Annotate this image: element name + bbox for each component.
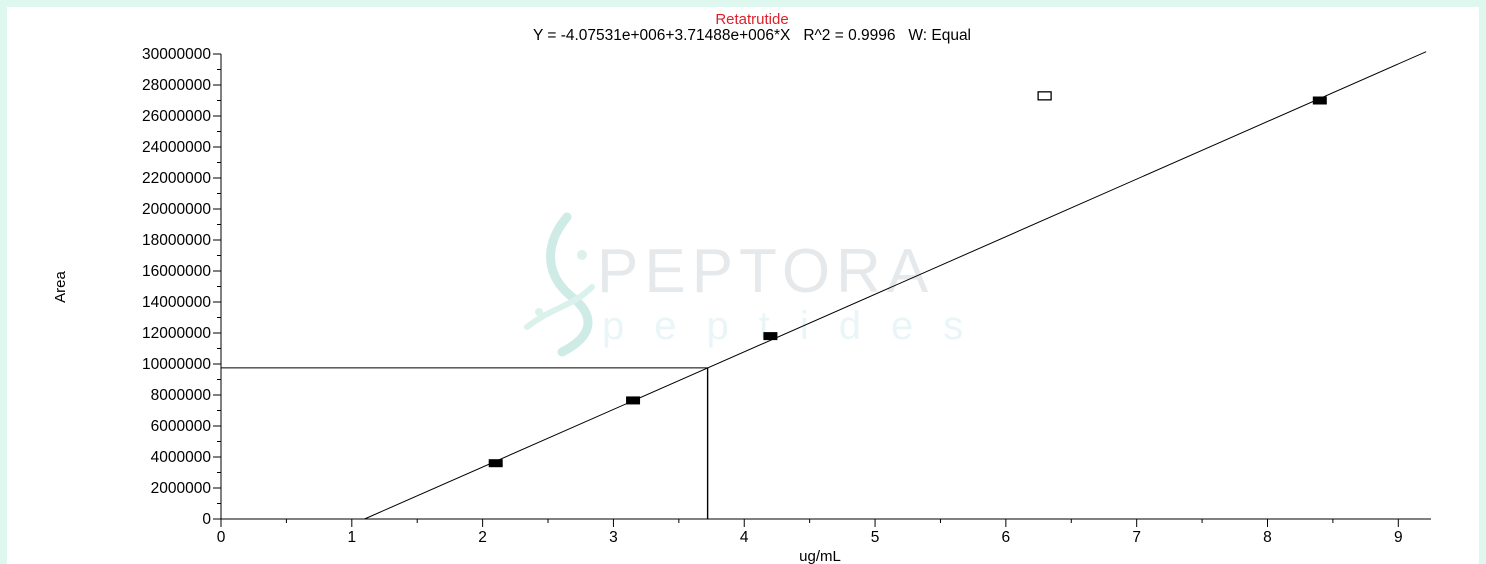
y-tick-label: 26000000 [142, 108, 211, 125]
x-tick-label: 1 [347, 529, 356, 546]
y-tick-label: 10000000 [142, 356, 211, 373]
x-tick-label: 7 [1132, 529, 1141, 546]
y-tick-label: 24000000 [142, 139, 211, 156]
y-tick-label: 4000000 [151, 449, 212, 466]
regression-equation: Y = -4.07531e+006+3.71488e+006*X R^2 = 0… [533, 27, 971, 44]
watermark-tagline: peptides [602, 304, 993, 348]
x-tick-label: 9 [1394, 529, 1403, 546]
peptora-logo-watermark: PEPTORA peptides [524, 212, 993, 357]
y-tick-label: 20000000 [142, 201, 211, 218]
y-tick-label: 16000000 [142, 263, 211, 280]
y-tick-label: 30000000 [142, 46, 211, 63]
calibration-chart: PEPTORA peptides Retatrutide Y = -4.0753… [52, 11, 1431, 564]
y-tick-label: 0 [202, 511, 211, 528]
y-tick-label: 28000000 [142, 77, 211, 94]
x-tick-label: 6 [1002, 529, 1011, 546]
x-tick-label: 4 [740, 529, 749, 546]
data-point [763, 332, 778, 341]
chart-title: Retatrutide [715, 11, 788, 28]
y-tick-label: 6000000 [151, 418, 212, 435]
molecule-dot-icon [535, 308, 543, 316]
data-point [488, 459, 503, 468]
x-tick-label: 8 [1263, 529, 1272, 546]
y-tick-label: 8000000 [151, 387, 212, 404]
y-tick-label: 22000000 [142, 170, 211, 187]
y-tick-label: 12000000 [142, 325, 211, 342]
molecule-dot-icon [577, 250, 587, 260]
dna-helix-icon [546, 212, 593, 357]
x-tick-label: 5 [871, 529, 880, 546]
x-tick-label: 3 [609, 529, 618, 546]
regression-line [364, 51, 1427, 520]
chart-panel: PEPTORA peptides Retatrutide Y = -4.0753… [7, 7, 1479, 564]
x-tick-label: 0 [217, 529, 226, 546]
x-axis-label: ug/mL [799, 548, 841, 564]
y-axis-label: Area [52, 271, 69, 303]
y-tick-label: 2000000 [151, 480, 212, 497]
watermark-brand: PEPTORA [597, 237, 934, 306]
excluded-data-point [1037, 91, 1052, 101]
x-tick-label: 2 [478, 529, 487, 546]
data-point [1312, 96, 1327, 105]
y-tick-label: 14000000 [142, 294, 211, 311]
y-tick-label: 18000000 [142, 232, 211, 249]
data-point [626, 396, 641, 405]
dna-strand-icon [524, 284, 595, 330]
